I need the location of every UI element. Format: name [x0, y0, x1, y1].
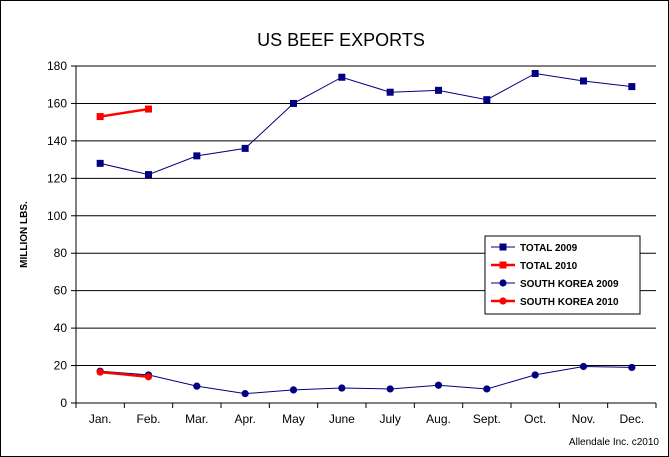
y-tick-label: 0	[60, 396, 67, 410]
x-tick-label: July	[379, 412, 400, 426]
legend-label: SOUTH KOREA 2009	[520, 279, 619, 290]
x-tick-label: Nov.	[572, 412, 596, 426]
legend-marker-0	[499, 243, 507, 251]
legend-label: TOTAL 2010	[520, 261, 578, 272]
series-line-1	[99, 107, 149, 118]
y-tick-label: 160	[47, 96, 67, 110]
credit-text: Allendale Inc. c2010	[569, 437, 660, 448]
y-tick-label: 180	[47, 59, 67, 73]
x-tick-label: Apr.	[234, 412, 255, 426]
data-point-2-7	[434, 381, 443, 389]
data-point-0-2	[193, 152, 201, 160]
y-tick-label: 100	[47, 209, 67, 223]
data-point-3-0	[96, 368, 104, 376]
legend-label: TOTAL 2009	[520, 243, 578, 254]
legend-marker-3	[499, 297, 507, 305]
x-tick-label: May	[282, 412, 305, 426]
data-point-2-10	[579, 362, 588, 371]
y-axis-label: MILLION LBS.	[19, 201, 30, 268]
data-point-0-3	[241, 144, 249, 152]
data-point-2-9	[531, 371, 539, 379]
data-point-2-11	[628, 363, 636, 372]
y-tick-label: 60	[54, 284, 68, 298]
data-point-2-4	[289, 386, 298, 394]
chart-title: US BEEF EXPORTS	[257, 30, 425, 50]
data-point-2-3	[241, 390, 249, 398]
x-tick-label: Mar.	[185, 412, 208, 426]
x-tick-label: June	[329, 412, 355, 426]
series-line-3	[100, 370, 149, 379]
y-tick-label: 140	[47, 134, 67, 148]
data-point-2-2	[193, 382, 201, 390]
legend-label: SOUTH KOREA 2010	[520, 297, 619, 308]
data-point-1-0	[96, 113, 104, 121]
data-point-2-5	[338, 384, 346, 392]
y-tick-label: 40	[54, 321, 68, 335]
data-point-0-9	[531, 69, 539, 77]
data-point-1-1	[145, 105, 152, 113]
x-tick-label: Dec.	[619, 412, 644, 426]
x-tick-label: Aug.	[426, 412, 451, 426]
y-tick-label: 80	[54, 246, 68, 260]
series-line-2	[100, 365, 632, 395]
y-tick-label: 120	[47, 171, 67, 185]
data-point-0-5	[338, 73, 346, 81]
data-point-0-11	[628, 83, 636, 91]
data-point-2-6	[386, 385, 394, 393]
data-point-0-6	[386, 88, 394, 96]
data-point-0-10	[580, 77, 587, 85]
legend-marker-2	[499, 279, 507, 287]
y-tick-label: 20	[54, 359, 68, 373]
x-tick-label: Feb.	[136, 412, 160, 426]
data-point-2-8	[483, 385, 491, 393]
series-line-0	[100, 72, 632, 176]
data-point-0-0	[96, 159, 104, 167]
data-point-3-1	[144, 373, 153, 381]
x-tick-label: Jan.	[89, 412, 112, 426]
x-tick-label: Oct.	[524, 412, 546, 426]
data-point-0-1	[145, 171, 152, 179]
data-point-0-8	[483, 96, 491, 104]
data-point-0-7	[435, 86, 442, 94]
data-point-0-4	[290, 99, 297, 107]
legend-marker-1	[499, 261, 507, 269]
x-tick-label: Sept.	[473, 412, 501, 426]
